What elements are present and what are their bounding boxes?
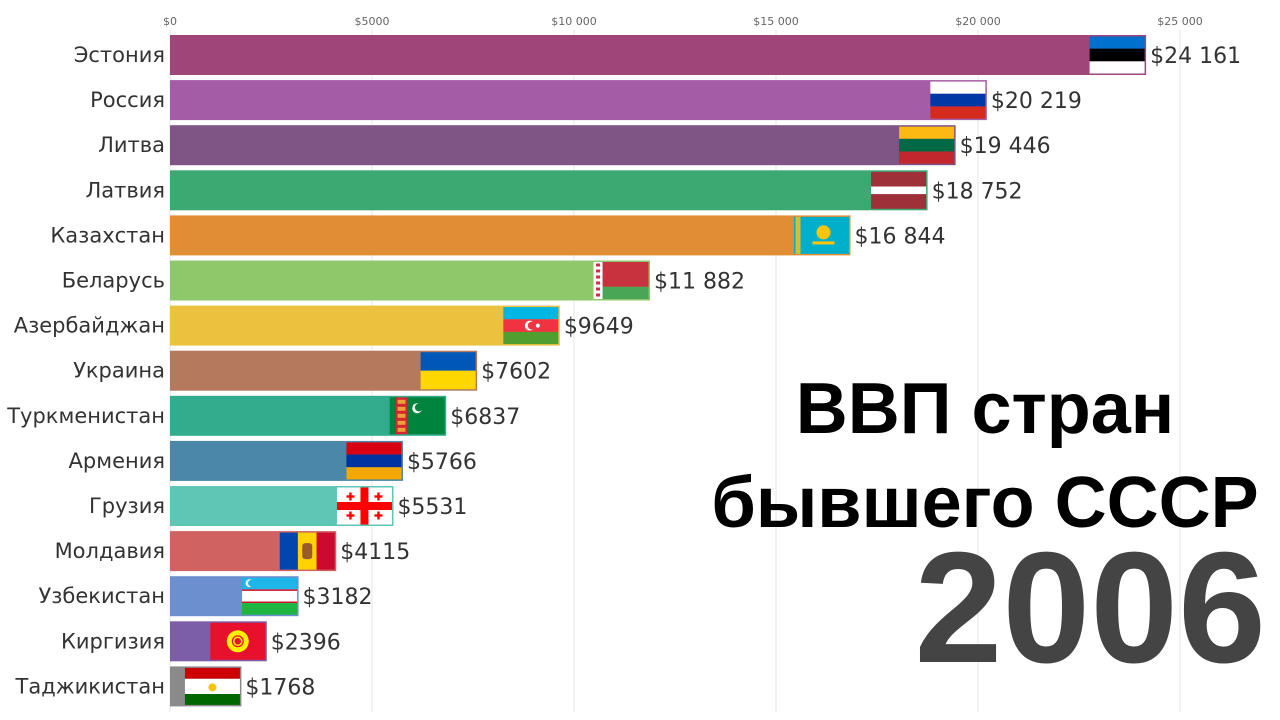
- category-label: Узбекистан: [38, 584, 165, 608]
- category-label: Туркменистан: [6, 404, 165, 428]
- bar: [170, 215, 851, 256]
- bar-group: Молдавия $4115: [55, 531, 410, 572]
- bar-group: Украина $7602: [73, 350, 551, 391]
- value-label: $16 844: [854, 224, 945, 249]
- bar-group: Беларусь $11 882: [62, 260, 745, 301]
- bar-group: Эстония $24 161: [74, 35, 1241, 75]
- bar-group: Азербайджан $9649: [14, 305, 634, 346]
- category-label: Таджикистан: [15, 674, 166, 698]
- lithuania-flag-icon: [898, 125, 956, 165]
- georgia-flag-icon: [335, 486, 393, 526]
- bar-group: Казахстан $16 844: [50, 215, 945, 256]
- category-label: Киргизия: [61, 629, 165, 653]
- value-label: $20 219: [991, 89, 1082, 114]
- kyrgyzstan-flag-icon: [209, 621, 267, 661]
- x-tick-label: $25 000: [1157, 15, 1203, 28]
- title-line-1: ВВП стран: [795, 369, 1175, 449]
- azerbaijan-flag-icon: [502, 306, 560, 346]
- value-label: $4115: [340, 540, 410, 565]
- tajikistan-flag-icon: [183, 666, 241, 706]
- value-label: $2396: [271, 630, 341, 655]
- uzbekistan-flag-icon: [241, 576, 299, 616]
- category-label: Украина: [73, 359, 165, 383]
- bar: [170, 125, 956, 166]
- value-label: $1768: [245, 675, 315, 700]
- value-label: $3182: [303, 585, 373, 610]
- x-tick-label: $0: [163, 15, 177, 28]
- category-label: Россия: [90, 88, 165, 112]
- bar: [170, 35, 1147, 75]
- bar-group: Россия $20 219: [90, 80, 1082, 121]
- value-label: $9649: [564, 315, 634, 340]
- chart-title: ВВП стран бывшего СССР: [690, 362, 1280, 550]
- russia-flag-icon: [929, 80, 987, 120]
- value-label: $6837: [450, 405, 520, 430]
- latvia-flag-icon: [870, 170, 928, 210]
- category-label: Латвия: [85, 178, 165, 202]
- bar-group: Узбекистан $3182: [38, 576, 373, 617]
- value-label: $7602: [481, 360, 551, 385]
- estonia-flag-icon: [1088, 35, 1146, 75]
- moldova-flag-icon: [278, 531, 336, 571]
- category-label: Казахстан: [50, 223, 165, 247]
- armenia-flag-icon: [345, 441, 403, 481]
- value-label: $5766: [407, 450, 477, 475]
- tick-labels: $0 $5000 $10 000 $15 000 $20 000 $25 000: [163, 15, 1203, 28]
- value-label: $18 752: [932, 179, 1023, 204]
- category-label: Армения: [69, 449, 165, 473]
- bar-group: Туркменистан $6837: [6, 395, 520, 436]
- bar-group: Таджикистан $1768: [15, 666, 315, 707]
- category-label: Азербайджан: [14, 314, 165, 338]
- turkmenistan-flag-icon: [388, 396, 446, 436]
- bar-group: Латвия $18 752: [85, 170, 1023, 211]
- title-line-2: бывшего СССР: [711, 463, 1259, 543]
- value-label: $11 882: [654, 270, 745, 295]
- x-tick-label: $20 000: [955, 15, 1001, 28]
- bar: [170, 170, 928, 211]
- kazakhstan-flag-icon: [792, 215, 850, 255]
- category-label: Эстония: [74, 43, 165, 67]
- value-label: $19 446: [960, 134, 1051, 159]
- x-tick-label: $5000: [355, 15, 390, 28]
- value-label: $5531: [397, 495, 467, 520]
- x-tick-label: $15 000: [753, 15, 799, 28]
- bar-group: Армения $5766: [69, 440, 477, 481]
- year-label: 2006: [914, 520, 1267, 696]
- x-tick-label: $10 000: [551, 15, 597, 28]
- bar-group: Киргизия $2396: [61, 621, 341, 662]
- category-label: Литва: [98, 133, 165, 157]
- bar-group: Грузия $5531: [89, 486, 467, 526]
- bar: [170, 305, 560, 346]
- value-label: $24 161: [1150, 44, 1241, 69]
- bar-group: Литва $19 446: [98, 125, 1051, 166]
- ukraine-flag-icon: [419, 351, 477, 391]
- category-label: Беларусь: [62, 269, 165, 293]
- belarus-flag-icon: [592, 261, 650, 300]
- category-label: Грузия: [89, 494, 165, 518]
- bar: [170, 80, 987, 121]
- bar: [170, 260, 651, 301]
- category-label: Молдавия: [55, 539, 165, 563]
